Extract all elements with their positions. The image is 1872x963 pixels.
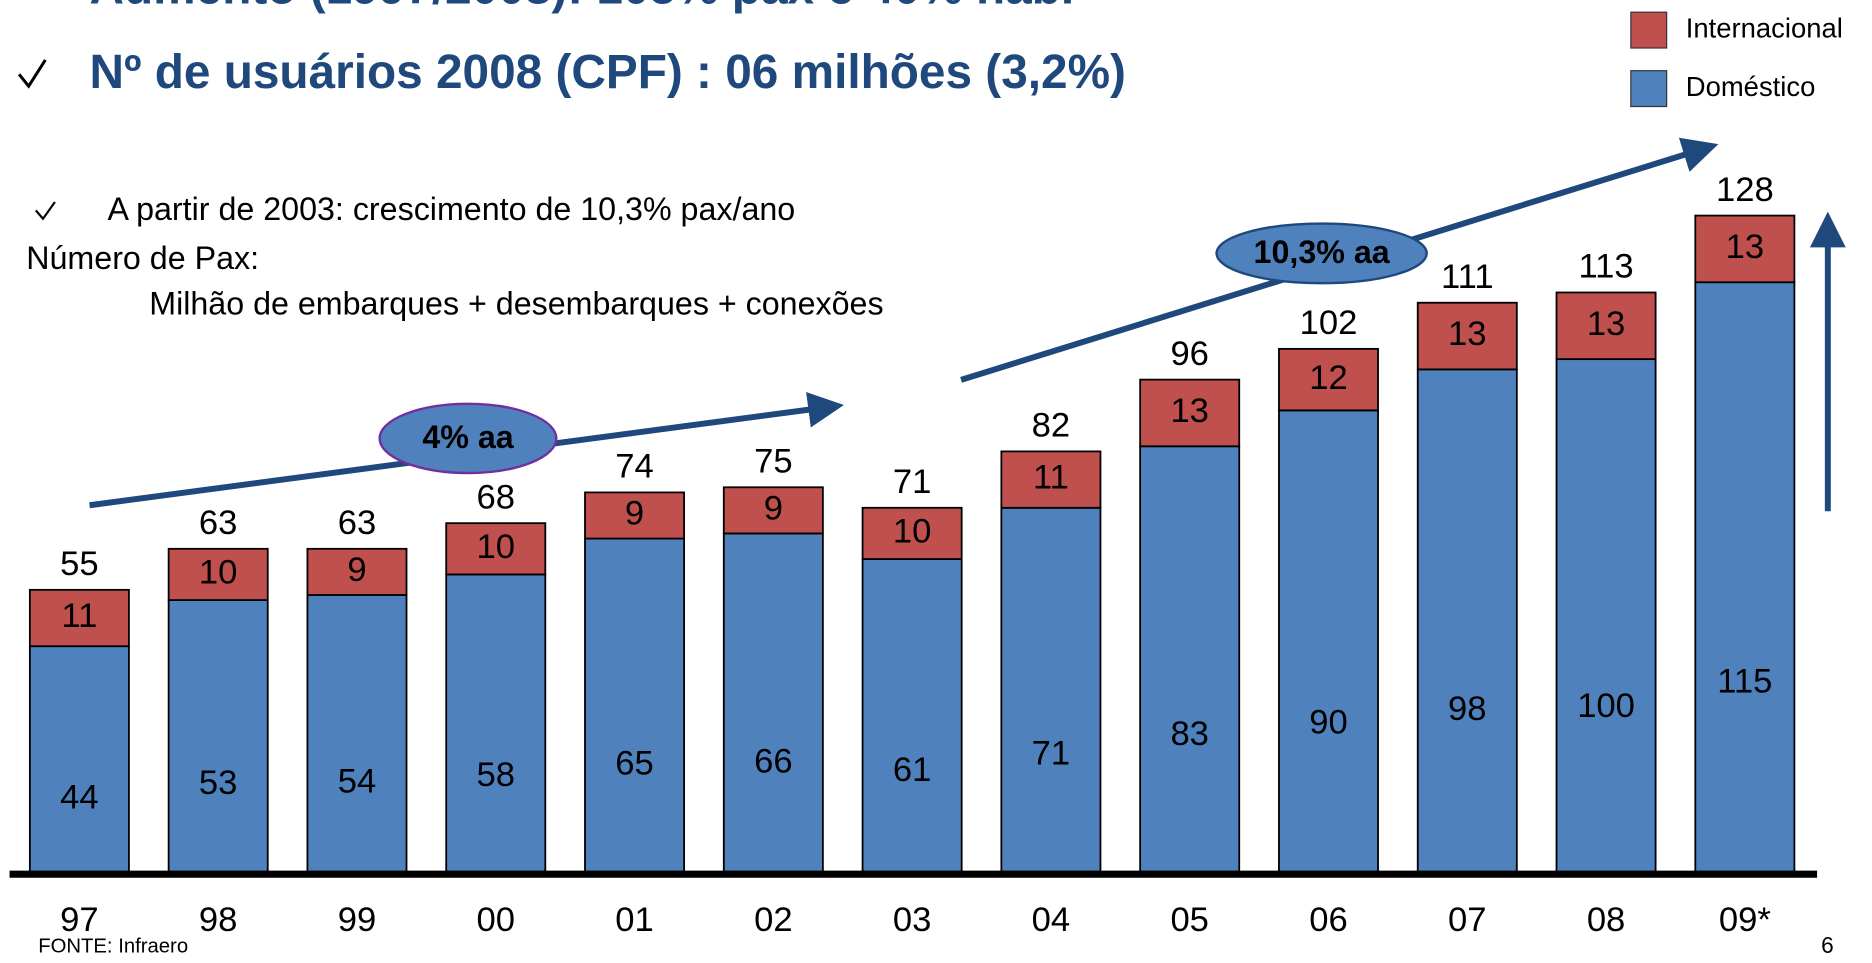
bar-segment (861, 558, 963, 873)
annotation-bubble (1215, 222, 1428, 285)
total-label: 128 (1716, 171, 1774, 209)
value-label: 61 (893, 751, 932, 789)
bullet: A partir de 2003: crescimento de 10,3% p… (107, 191, 795, 227)
x-tick-label: 05 (1170, 901, 1209, 939)
axis-title: Número de Pax: (26, 240, 259, 276)
bar-segment (1000, 506, 1102, 873)
value-label: 65 (615, 744, 654, 782)
bar-segment (1139, 445, 1241, 873)
axis-subtitle: Milhão de embarques + desembarques + con… (149, 285, 883, 321)
legend-label: Doméstico (1686, 71, 1816, 102)
bar-segment (584, 537, 685, 873)
annotation: 4% aa (422, 419, 514, 455)
total-label: 75 (754, 443, 793, 481)
bar-segment (1694, 281, 1796, 873)
total-label: 63 (338, 504, 377, 542)
x-tick-label: 04 (1032, 901, 1071, 939)
bar-segment (1416, 368, 1518, 873)
value-label: 10 (893, 513, 932, 551)
value-label: 9 (764, 489, 783, 527)
x-tick-label: 09* (1719, 901, 1771, 939)
bar-segment (28, 645, 130, 873)
value-label: 66 (754, 743, 793, 781)
headline: Nº de usuários 2008 (CPF) : 06 milhões (… (90, 46, 1126, 99)
total-label: 74 (615, 448, 654, 486)
x-tick-label: 98 (199, 901, 238, 939)
plot: 44 11 55 97 53 10 63 98 54 9 63 99 58 10 68 00 65 9 74 01 66… (9, 11, 1843, 939)
value-label: 9 (625, 495, 644, 533)
bar-segment (1278, 409, 1379, 873)
value-label: 115 (1717, 662, 1772, 700)
bar-segment (1000, 450, 1102, 509)
value-label: 100 (1577, 687, 1635, 725)
bar-segment (1416, 301, 1518, 371)
legend-label: Internacional (1686, 12, 1843, 43)
x-tick-label: 03 (893, 901, 932, 939)
value-label: 9 (347, 551, 366, 589)
value-label: 71 (1032, 734, 1071, 772)
value-label: 98 (1448, 690, 1487, 728)
bar-segment (1278, 347, 1379, 412)
bar-segment (167, 599, 269, 873)
x-tick-label: 97 (60, 901, 99, 939)
headline-cut: Aumento (1997/2008): 105% pax e 40% hab. (90, 0, 1075, 14)
bar-segment (1555, 291, 1657, 361)
bar-segment (1694, 214, 1796, 284)
value-label: 13 (1587, 305, 1626, 343)
x-tick-label: 00 (477, 901, 515, 939)
bar-segment (722, 486, 824, 535)
value-label: 10 (477, 528, 515, 566)
value-label: 44 (60, 779, 99, 817)
value-label: 90 (1309, 703, 1348, 741)
total-label: 111 (1441, 258, 1494, 296)
total-label: 55 (60, 545, 99, 583)
total-label: 113 (1578, 248, 1633, 286)
bar-segment (1555, 358, 1657, 873)
check-icon (35, 201, 56, 221)
total-label: 63 (199, 504, 238, 542)
annotation-bubble (378, 402, 558, 475)
x-tick-label: 02 (754, 901, 793, 939)
value-label: 13 (1448, 315, 1487, 353)
bar-segment (722, 532, 824, 873)
bar-segment (1139, 378, 1241, 448)
x-tick-label: 08 (1587, 901, 1626, 939)
value-label: 83 (1170, 715, 1209, 753)
check-icon (17, 59, 47, 89)
value-label: 53 (199, 764, 238, 802)
value-label: 58 (477, 756, 515, 794)
value-label: 13 (1170, 392, 1209, 430)
value-label: 11 (61, 597, 97, 635)
x-tick-label: 99 (338, 901, 377, 939)
x-tick-label: 07 (1448, 901, 1487, 939)
value-label: 13 (1726, 228, 1765, 266)
total-label: 68 (477, 478, 515, 516)
bar-segment (445, 573, 547, 873)
total-label: 96 (1170, 335, 1209, 373)
bar-segment (167, 547, 269, 601)
value-label: 54 (338, 762, 377, 800)
total-label: 82 (1032, 407, 1071, 445)
value-label: 11 (1033, 459, 1069, 497)
value-label: 12 (1309, 359, 1348, 397)
value-label: 10 (199, 554, 238, 592)
legend-swatch (1630, 11, 1668, 49)
page-number: 6 (1821, 932, 1834, 958)
bar-segment (584, 491, 685, 540)
bar-segment (861, 506, 963, 560)
legend-swatch (1630, 70, 1668, 108)
bar-segment (306, 594, 408, 873)
total-label: 71 (893, 463, 932, 501)
bar-segment (28, 588, 130, 648)
x-tick-label: 06 (1309, 901, 1348, 939)
source: FONTE: Infraero (38, 935, 188, 957)
bar-segment (445, 522, 547, 576)
annotation: 10,3% aa (1254, 234, 1391, 270)
x-tick-label: 01 (615, 901, 654, 939)
total-label: 102 (1300, 304, 1358, 342)
bar-segment (306, 547, 408, 596)
